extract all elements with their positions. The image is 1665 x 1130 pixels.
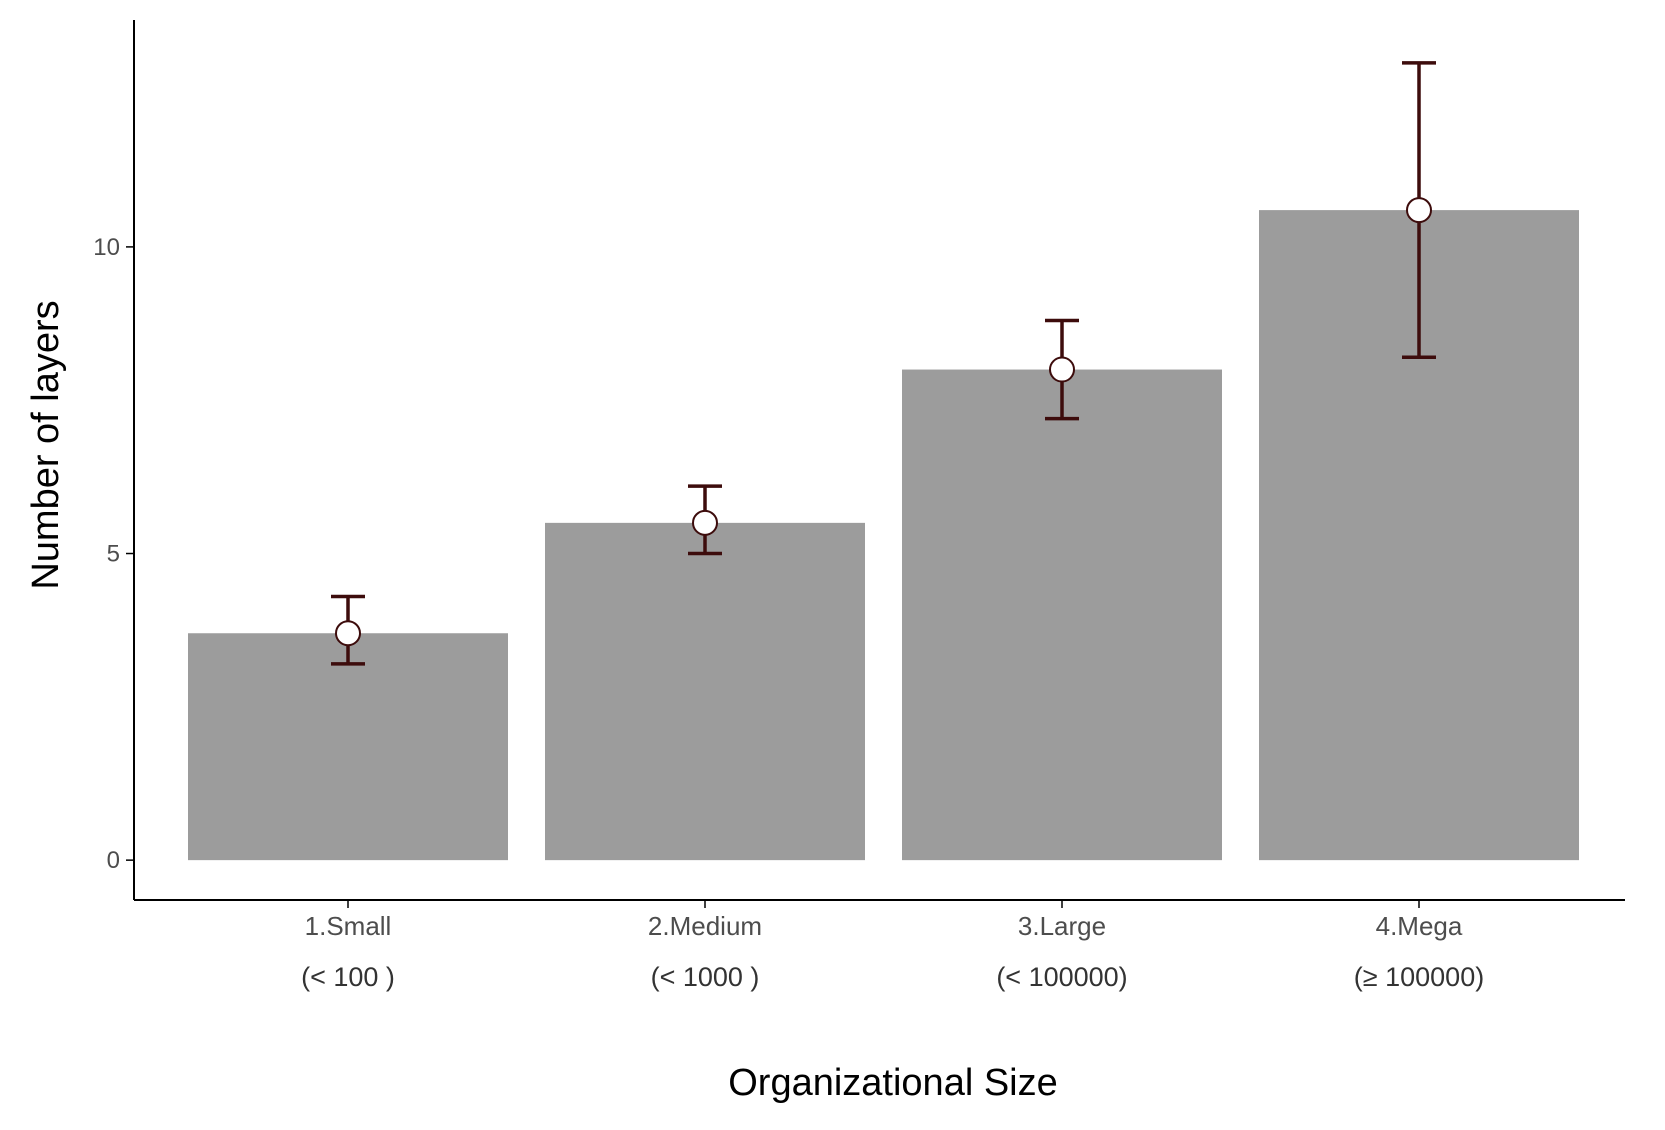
bars-layer xyxy=(188,210,1579,861)
x-tick-label-2: 2.Medium xyxy=(648,911,762,941)
x-axis-title: Organizational Size xyxy=(728,1062,1058,1104)
x-sublabel-2: (< 1000 ) xyxy=(651,962,760,992)
mean-point-4 xyxy=(1406,197,1432,224)
mean-point-2 xyxy=(692,509,718,536)
x-sublabel-3: (< 100000) xyxy=(996,962,1127,992)
x-sublabel-4: (≥ 100000) xyxy=(1354,962,1484,992)
mean-points-layer xyxy=(335,197,1432,647)
x-tick-label-3: 3.Large xyxy=(1018,911,1106,941)
x-sublabel-1: (< 100 ) xyxy=(301,962,395,992)
axes-layer xyxy=(126,20,1625,908)
mean-point-1 xyxy=(335,620,361,647)
x-tick-label-4: 4.Mega xyxy=(1376,911,1463,941)
labels-layer: 1.Small (< 100 ) 2.Medium (< 1000 ) 3.Large (… xyxy=(93,234,1484,992)
mean-point-3 xyxy=(1049,356,1075,383)
x-tick-label-1: 1.Small xyxy=(305,911,392,941)
bar-3 xyxy=(902,369,1222,861)
bar-1 xyxy=(188,633,508,861)
y-axis-title: Number of layers xyxy=(25,300,67,589)
y-tick-label-2: 5 xyxy=(107,541,120,568)
bar-2 xyxy=(545,522,865,861)
y-tick-label-3: 10 xyxy=(93,234,120,261)
y-tick-label-1: 0 xyxy=(107,847,120,874)
